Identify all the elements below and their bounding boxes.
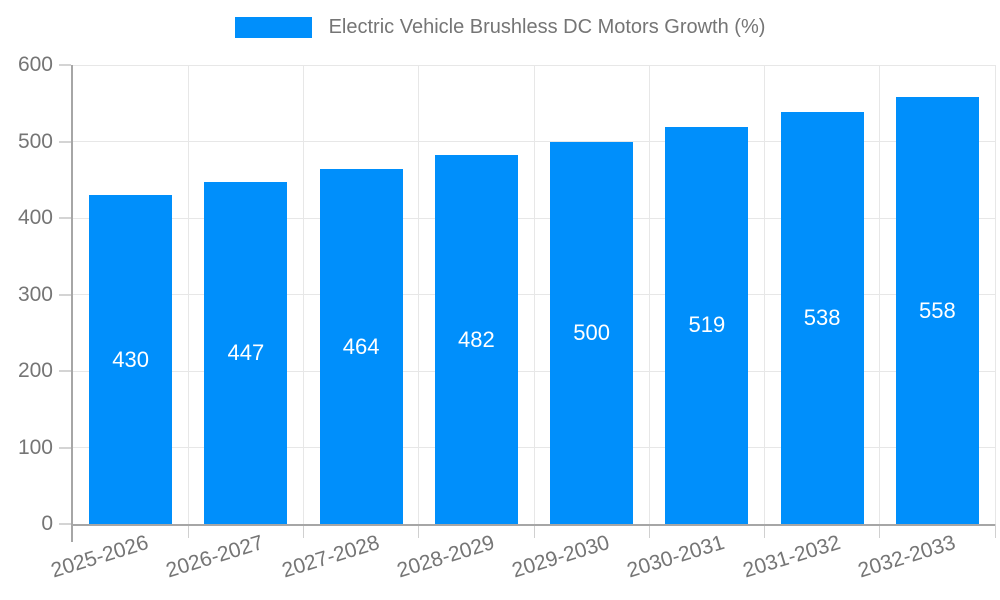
x-tick-mark [879,524,881,538]
bar: 538 [780,112,864,524]
y-tick-label: 0 [41,512,53,535]
x-tick-label: 2027-2028 [279,531,382,583]
legend-item[interactable]: Electric Vehicle Brushless DC Motors Gro… [234,16,766,39]
y-tick-mark [59,523,71,525]
bar-value-label: 500 [573,319,610,345]
y-tick-label: 400 [17,206,53,229]
v-gridline [187,65,189,524]
v-gridline [303,65,304,524]
bar-value-label: 538 [803,305,841,331]
bar-value-label: 482 [458,326,495,352]
chart-legend: Electric Vehicle Brushless DC Motors Gro… [0,16,1000,39]
x-tick-label: 2031-2032 [740,531,843,583]
x-tick-label: 2026-2027 [163,531,267,583]
legend-label: Electric Vehicle Brushless DC Motors Gro… [328,16,766,38]
y-tick-mark [59,446,71,449]
v-gridline [418,65,420,524]
x-tick-label: 2029-2030 [509,531,613,583]
y-tick-mark [59,217,71,219]
bar: 447 [204,182,288,524]
v-gridline [648,65,650,524]
y-tick-label: 300 [17,282,53,306]
x-tick-mark [764,524,765,538]
bar-value-label: 558 [919,297,956,323]
x-tick-label: 2028-2029 [394,531,498,583]
plot-area: 0 100 200 300 400 500 600 430 447 464 482 500 519 53… [18,54,996,582]
bar-value-label: 447 [227,340,265,366]
bar: 482 [434,155,518,524]
legend-swatch [234,17,312,38]
x-tick-label: 2032-2033 [855,531,959,583]
y-tick-mark [59,293,71,296]
bar: 430 [89,195,173,524]
y-tick-mark [59,64,71,66]
y-axis-line [71,65,73,542]
x-axis-line [71,524,995,526]
x-tick-mark [648,524,650,538]
y-tick-mark [59,370,71,372]
x-tick-mark [187,524,189,538]
x-tick-mark [303,524,304,538]
bar-value-label: 519 [688,312,726,338]
x-tick-label: 2025-2026 [48,531,152,583]
bar-value-label: 464 [342,333,380,359]
y-tick-label: 500 [17,129,53,153]
x-tick-label: 2030-2031 [624,531,728,583]
bar: 558 [895,97,979,524]
x-tick-mark [994,524,996,538]
bar: 519 [665,126,749,524]
bar: 464 [319,169,403,524]
bar-value-label: 430 [112,346,149,372]
y-tick-label: 100 [17,435,53,459]
x-tick-mark [533,524,535,538]
y-tick-label: 600 [17,53,53,76]
v-gridline [533,65,535,524]
v-gridline [764,65,765,524]
x-tick-mark [418,524,420,538]
v-gridline [994,65,996,524]
bar: 500 [550,141,634,524]
v-gridline [879,65,881,524]
y-tick-mark [59,140,71,143]
y-tick-label: 200 [17,359,53,382]
